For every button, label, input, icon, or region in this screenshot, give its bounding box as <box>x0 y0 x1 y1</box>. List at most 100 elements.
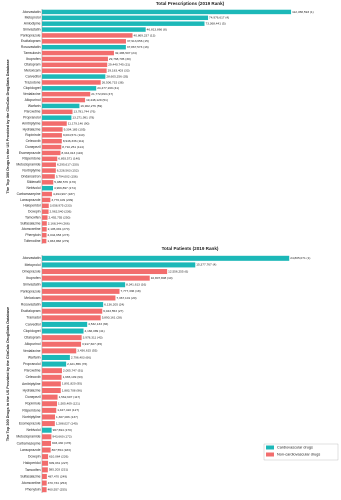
value-label: 37,913,656 (15) <box>127 39 149 43</box>
category-label: Allopurinol <box>25 98 41 102</box>
bar <box>42 74 106 79</box>
bar <box>42 103 80 109</box>
bar <box>42 434 52 440</box>
category-label: Tamoxifen <box>25 215 41 219</box>
value-label: 6,136,205 (24) <box>104 302 124 306</box>
category-label: Tolterodine <box>24 239 41 243</box>
bar <box>42 401 58 407</box>
category-label: Clopidogrel <box>23 86 40 90</box>
value-label: 610,064 (226) <box>49 454 68 458</box>
bar <box>42 238 47 244</box>
bar <box>42 174 55 179</box>
bar <box>42 21 205 26</box>
bar <box>42 203 49 209</box>
category-label: Warfarin <box>28 355 41 359</box>
value-label: 9,304,185 (105) <box>64 127 86 131</box>
bar <box>42 15 209 21</box>
value-label: 19,448,129 (51) <box>86 98 108 102</box>
category-label: Simvastatin <box>23 283 41 287</box>
value-label: 29,768,705 (30) <box>109 57 131 61</box>
bar <box>42 115 72 120</box>
category-label: Escitalopram <box>21 309 41 313</box>
value-label: 11,179,146 (90) <box>68 121 90 125</box>
category-label: Risperidone <box>22 157 40 161</box>
category-label: Sulfasalazine <box>20 474 40 478</box>
bar <box>42 302 104 308</box>
category-label: Ondansetron <box>21 174 41 178</box>
bar <box>42 162 56 167</box>
value-label: 10,807,808 (10) <box>151 276 173 280</box>
category-label: Doxepin <box>28 455 41 459</box>
bar <box>42 308 103 314</box>
category-label: Tramadol <box>26 316 40 320</box>
category-label: Meloxicam <box>24 296 40 300</box>
bar <box>42 275 150 281</box>
value-label: 40,869,237 (13) <box>134 33 156 37</box>
legend-label: Cardiovascular drugs <box>277 446 313 450</box>
value-label: 8,344,013 (116) <box>61 151 83 155</box>
value-label: 3,436,615 (55) <box>77 349 97 353</box>
category-label: Escitalopram <box>21 39 41 43</box>
category-label: Citalopram <box>24 336 41 340</box>
category-label: Nebivolol <box>27 186 41 190</box>
category-label: Haloperidol <box>23 461 40 465</box>
bar <box>42 68 107 73</box>
value-label: 74,976,617 (4) <box>209 16 229 20</box>
category-label: Rosuvastatin <box>21 45 41 49</box>
category-label: Phenytoin <box>25 233 40 237</box>
bar <box>42 440 52 446</box>
value-label: 21,772,093 (47) <box>91 92 113 96</box>
category-label: Paroxetine <box>24 369 40 373</box>
category-label: Esomeprazole <box>19 151 41 155</box>
category-label: Atorvastatin <box>23 10 41 14</box>
bar <box>42 447 51 453</box>
value-label: 5,088,576 (170) <box>54 180 76 184</box>
bar <box>42 44 126 50</box>
value-label: 867,554 (183) <box>52 448 71 452</box>
bar <box>42 454 49 460</box>
category-label: Metoclopramide <box>16 435 40 439</box>
bar <box>42 39 126 44</box>
value-label: 2,421,856 (76) <box>67 362 87 366</box>
value-label: 28,605,256 (35) <box>106 74 128 78</box>
bar <box>42 480 47 486</box>
value-label: 470,734 (253) <box>48 481 67 485</box>
category-label: Nortriptyline <box>22 415 40 419</box>
value-label: 943,660 (172) <box>52 435 71 439</box>
bar <box>42 341 82 347</box>
category-label: Celecoxib <box>26 375 41 379</box>
bar <box>42 185 54 191</box>
value-label: 29,440,745 (31) <box>108 63 130 67</box>
value-label: 112,458,593 (1) <box>292 10 314 14</box>
bar <box>42 255 290 261</box>
bar <box>42 388 61 394</box>
category-label: Amitriptyline <box>22 121 41 125</box>
bar <box>42 368 62 374</box>
bar <box>42 348 77 354</box>
bar <box>42 354 70 360</box>
value-label: 24,477,169 (41) <box>97 86 119 90</box>
bar <box>42 209 49 214</box>
value-label: 1,883,708 (96) <box>62 388 82 392</box>
bar <box>42 269 168 275</box>
category-label: Citalopram <box>24 63 41 67</box>
value-label: 5,794,002 (156) <box>56 174 78 178</box>
category-label: Warfarin <box>28 104 41 108</box>
category-label: Donepezil <box>25 145 40 149</box>
bar <box>42 168 56 173</box>
value-label: 460,557 (255) <box>48 488 67 492</box>
category-label: Risperidone <box>22 408 40 412</box>
bar <box>42 460 49 466</box>
value-label: 3,978,311 (43) <box>83 335 103 339</box>
value-label: 2,492,755 (250) <box>49 215 71 219</box>
value-label: 46,813,866 (8) <box>147 27 167 31</box>
value-label: 5,890,161 (28) <box>102 316 122 320</box>
value-label: 24,805,071 (1) <box>290 256 310 260</box>
category-label: Venlafaxine <box>23 349 41 353</box>
bar <box>42 86 97 91</box>
bar <box>42 295 116 301</box>
value-label: 2,005,747 (91) <box>63 369 83 373</box>
value-label: 2,044,653 (273) <box>48 233 70 237</box>
category-label: Amlodipine <box>24 22 41 26</box>
chart-title: Total Patients (2019 Rank) <box>162 246 219 251</box>
